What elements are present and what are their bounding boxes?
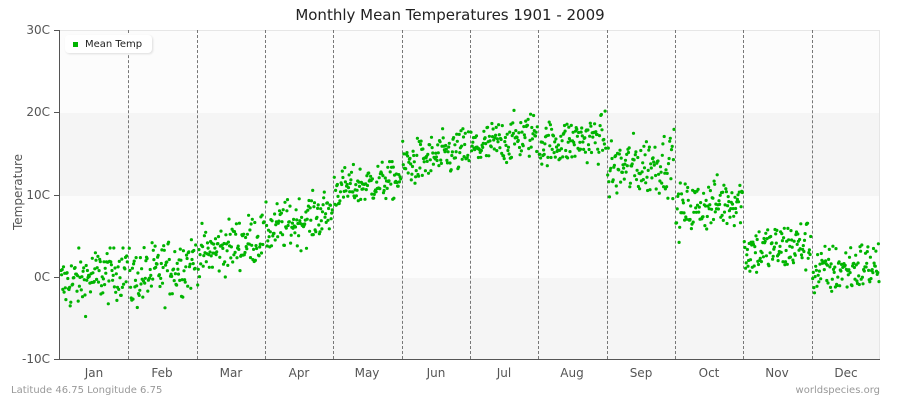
y-tick <box>54 112 59 113</box>
y-tick-label: 20C <box>26 105 50 119</box>
x-tick-label: Sep <box>629 366 653 380</box>
y-tick <box>54 30 59 31</box>
legend-label: Mean Temp <box>85 38 143 50</box>
month-separator <box>333 30 334 359</box>
x-tick-label: Oct <box>698 366 720 380</box>
y-tick <box>54 195 59 196</box>
x-tick-label: Jun <box>426 366 446 380</box>
band-20-30 <box>60 31 879 113</box>
x-tick-label: May <box>354 366 380 380</box>
month-separator <box>675 30 676 359</box>
plot-area <box>60 30 880 360</box>
band-0-10 <box>60 196 879 278</box>
month-separator <box>743 30 744 359</box>
x-tick-label: Apr <box>288 366 310 380</box>
y-tick-label: -10C <box>22 352 50 366</box>
x-tick-label: Aug <box>560 366 584 380</box>
y-tick-label: 30C <box>26 23 50 37</box>
month-separator <box>812 30 813 359</box>
band-neg10-0 <box>60 278 879 360</box>
x-axis-line <box>59 359 880 360</box>
month-separator <box>607 30 608 359</box>
x-tick-label: Feb <box>151 366 173 380</box>
month-separator <box>128 30 129 359</box>
month-separator <box>538 30 539 359</box>
month-separator <box>402 30 403 359</box>
x-tick-label: Jan <box>84 366 104 380</box>
y-tick-label: 0C <box>33 270 50 284</box>
y-axis-line <box>59 30 60 360</box>
month-separator <box>265 30 266 359</box>
x-tick-label: Dec <box>834 366 858 380</box>
legend-swatch-icon <box>73 41 78 47</box>
source-caption: worldspecies.org <box>795 385 880 396</box>
y-tick <box>54 277 59 278</box>
x-tick-label: Mar <box>219 366 243 380</box>
legend[interactable]: Mean Temp <box>65 35 153 53</box>
month-separator <box>470 30 471 359</box>
y-tick-label: 10C <box>26 188 50 202</box>
chart-title: Monthly Mean Temperatures 1901 - 2009 <box>295 6 605 24</box>
band-10-20 <box>60 113 879 196</box>
y-tick <box>54 359 59 360</box>
location-caption: Latitude 46.75 Longitude 6.75 <box>11 385 163 396</box>
x-tick-label: Jul <box>496 366 512 380</box>
x-tick-label: Nov <box>765 366 789 380</box>
y-axis-title: Temperature <box>11 154 25 231</box>
month-separator <box>197 30 198 359</box>
